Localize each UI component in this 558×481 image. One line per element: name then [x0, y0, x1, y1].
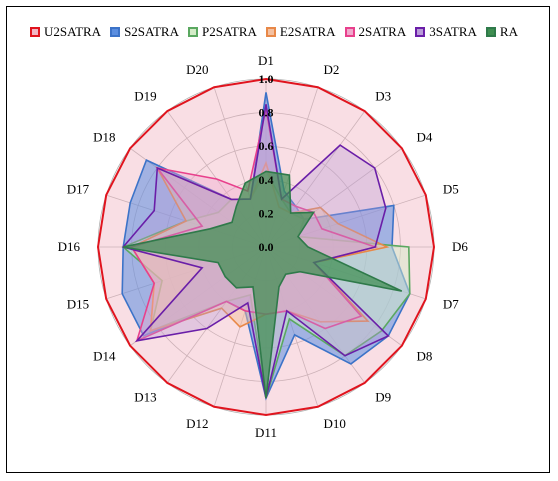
legend-item: P2SATRA	[188, 24, 257, 40]
axis-label: D11	[255, 425, 277, 440]
legend-label: E2SATRA	[279, 24, 336, 39]
legend-swatch	[30, 27, 40, 37]
legend-label: RA	[499, 24, 518, 39]
legend-item: E2SATRA	[265, 24, 336, 40]
axis-label: D3	[375, 89, 391, 104]
legend-label: 3SATRA	[429, 24, 477, 39]
series-ra-polygon	[123, 170, 403, 399]
legend-item: RA	[485, 24, 518, 40]
legend-item: 3SATRA	[415, 24, 477, 40]
axis-label: D2	[324, 62, 340, 77]
axis-label: D20	[186, 62, 208, 77]
legend-swatch	[110, 27, 121, 37]
r-tick-label: 0.2	[259, 206, 274, 220]
axis-label: D4	[417, 130, 433, 145]
axis-label: D12	[186, 416, 208, 431]
legend-label: S2SATRA	[124, 24, 179, 39]
legend-item: 2SATRA	[344, 24, 407, 40]
r-tick-label: 0.6	[259, 139, 274, 153]
r-tick-label: 0.0	[259, 240, 274, 254]
chart-legend: U2SATRA S2SATRA P2SATRA E2SATRA 2SATRA 3SATRA…	[30, 24, 527, 40]
axis-label: D5	[443, 182, 459, 197]
r-tick-label: 1.0	[259, 72, 274, 86]
legend-swatch	[188, 27, 198, 37]
legend-swatch	[344, 27, 355, 37]
legend-item: S2SATRA	[110, 24, 179, 40]
axis-label: D14	[93, 348, 116, 363]
axis-label: D17	[67, 182, 90, 197]
axis-label: D18	[93, 130, 115, 145]
axis-label: D13	[134, 390, 156, 405]
axis-label: D6	[452, 239, 468, 254]
legend-swatch	[265, 27, 276, 37]
legend-label: U2SATRA	[44, 24, 102, 39]
axis-label: D1	[258, 53, 274, 68]
axis-label: D16	[58, 239, 81, 254]
legend-label: 2SATRA	[358, 24, 407, 39]
axis-label: D8	[417, 348, 433, 363]
axis-label: D19	[134, 89, 156, 104]
legend-swatch	[485, 27, 496, 37]
legend-label: P2SATRA	[202, 24, 257, 39]
r-tick-label: 0.8	[259, 106, 274, 120]
legend-item: U2SATRA	[30, 24, 101, 40]
axis-label: D9	[375, 390, 391, 405]
r-tick-label: 0.4	[259, 173, 274, 187]
axis-label: D15	[67, 297, 89, 312]
axis-label: D10	[324, 416, 346, 431]
axis-label: D7	[443, 297, 459, 312]
legend-swatch	[415, 27, 426, 37]
